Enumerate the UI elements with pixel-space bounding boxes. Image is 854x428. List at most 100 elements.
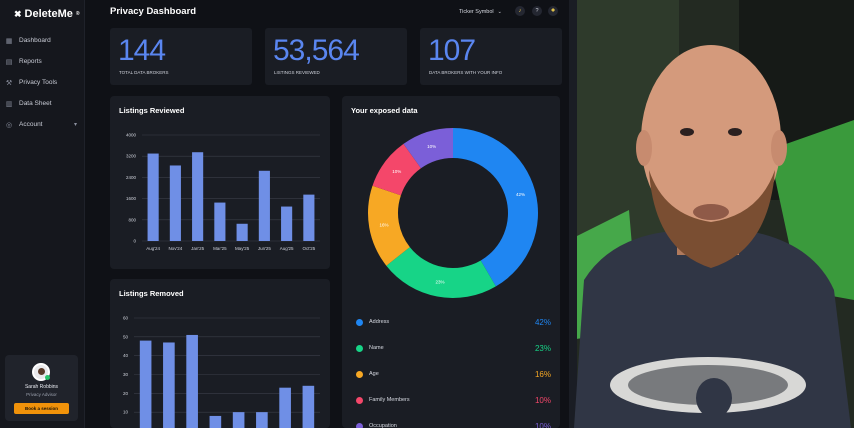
y-tick-label: 4000	[126, 133, 137, 138]
help-icon[interactable]: ?	[532, 6, 542, 16]
y-tick-label: 50	[123, 334, 129, 339]
bar	[147, 153, 159, 241]
listings-reviewed-panel: Listings Reviewed 0 800 1600 2400 3200 4000 Au…	[110, 96, 330, 269]
advisor-name: Sarah Robbins	[24, 384, 59, 390]
sidebar-item-label: Privacy Tools	[19, 79, 58, 86]
stat-value: 144	[118, 34, 166, 67]
legend-label: Age	[369, 371, 379, 377]
x-tick-label: May'25	[235, 246, 250, 251]
y-tick-label: 20	[123, 391, 129, 396]
legend-label: Family Members	[369, 397, 410, 403]
x-tick-label: Mar'25	[213, 246, 227, 251]
ticker-symbol-dropdown[interactable]: Ticker Symbol ⌄	[459, 9, 502, 15]
x-tick-label: Aug'25	[280, 246, 294, 251]
panel-title: Listings Removed	[119, 289, 184, 298]
y-tick-label: 0	[133, 239, 136, 244]
y-tick-label: 2400	[126, 175, 137, 180]
bar	[281, 206, 293, 241]
stat-value: 53,564	[273, 34, 360, 67]
bar	[303, 194, 315, 241]
sidebar-item-label: Account	[19, 121, 43, 128]
donut-slice	[368, 185, 410, 266]
stat-label: Total data brokers	[119, 70, 169, 75]
bar	[139, 340, 152, 428]
exposed-data-panel: Your exposed data 42% 23% 16% 10% 10% Addres…	[342, 96, 560, 428]
legend-percent: 16%	[534, 369, 551, 379]
listings-removed-chart: 0102030405060	[123, 316, 320, 428]
slice-label: 23%	[436, 279, 445, 284]
legend-swatch	[356, 396, 363, 404]
user-icon: ◎	[5, 121, 13, 129]
bell-icon[interactable]: ♪	[515, 6, 525, 16]
y-tick-label: 40	[123, 353, 129, 358]
webcam-overlay	[569, 0, 854, 428]
bar	[258, 170, 270, 241]
app-logo[interactable]: ✖ DeleteMe ®	[14, 8, 80, 20]
legend-percent: 23%	[534, 343, 551, 353]
y-tick-label: 60	[123, 316, 129, 321]
document-icon: ▤	[5, 58, 13, 66]
sidebar-item-label: Dashboard	[19, 37, 51, 44]
legend-swatch	[356, 318, 363, 326]
stat-card-total-brokers: 144 Total data brokers	[110, 28, 252, 85]
panel-title: Listings Reviewed	[119, 106, 185, 115]
donut-slice	[403, 128, 453, 169]
x-tick-label: Jun'25	[258, 246, 272, 251]
bar	[256, 412, 268, 428]
bar	[169, 165, 181, 241]
legend-label: Occupation	[369, 423, 397, 428]
bar	[236, 223, 248, 241]
chevron-down-icon: ▾	[73, 122, 77, 128]
slice-label: 42%	[516, 192, 525, 197]
legend-percent: 10%	[534, 395, 551, 405]
trademark-icon: ®	[75, 11, 80, 17]
sidebar-item-data-sheet[interactable]: ▥ Data Sheet	[0, 93, 85, 114]
presenter-video	[569, 0, 854, 428]
stat-label: Data brokers with your info	[429, 70, 503, 75]
y-tick-label: 3200	[126, 154, 137, 159]
y-tick-label: 10	[123, 410, 129, 415]
bar	[214, 202, 226, 241]
sheet-icon: ▥	[5, 100, 13, 108]
avatar-face	[38, 368, 45, 375]
bar	[209, 415, 222, 428]
bar	[163, 342, 175, 428]
sidebar-item-account[interactable]: ◎ Account ▾	[0, 114, 85, 135]
legend-item: Address 42%	[356, 317, 551, 327]
bar	[279, 387, 291, 428]
bar	[192, 152, 204, 241]
donut-slice	[386, 247, 496, 298]
slice-label: 10%	[392, 169, 401, 174]
x-tick-label: Oct'25	[302, 246, 315, 251]
bar	[302, 385, 315, 428]
logo-text: DeleteMe	[24, 8, 73, 20]
legend-item: Age 16%	[356, 369, 551, 379]
advisor-role: Privacy Advisor	[26, 392, 57, 397]
sun-icon[interactable]: ✹	[548, 6, 558, 16]
logo-mark-icon: ✖	[14, 8, 22, 19]
legend-swatch	[356, 370, 363, 378]
book-session-button[interactable]: Book a session	[14, 403, 69, 414]
listings-reviewed-chart: 0 800 1600 2400 3200 4000 Aug'24 Nov'24 Jan'25 Ma…	[126, 133, 320, 251]
page-title: Privacy Dashboard	[110, 6, 197, 17]
legend-swatch	[356, 422, 363, 428]
y-tick-label: 1600	[126, 196, 137, 201]
legend-item: Occupation 10%	[356, 421, 551, 428]
ticker-label: Ticker Symbol	[459, 9, 494, 15]
legend-percent: 10%	[534, 421, 551, 428]
donut-slice	[453, 128, 538, 287]
sidebar-item-reports[interactable]: ▤ Reports	[0, 51, 85, 72]
legend-item: Name 23%	[356, 343, 551, 353]
chevron-down-icon: ⌄	[497, 9, 502, 15]
sidebar: ✖ DeleteMe ® ▦ Dashboard ▤ Reports ⚒ Priv…	[0, 0, 85, 428]
slice-label: 10%	[427, 144, 436, 149]
sidebar-item-dashboard[interactable]: ▦ Dashboard	[0, 30, 85, 51]
avatar	[32, 363, 50, 381]
wrench-icon: ⚒	[5, 79, 13, 87]
grid-icon: ▦	[5, 37, 13, 45]
legend-label: Name	[369, 345, 384, 351]
exposed-data-donut: 42% 23% 16% 10% 10%	[368, 128, 538, 298]
sidebar-item-privacy-tools[interactable]: ⚒ Privacy Tools	[0, 72, 85, 93]
bar	[232, 412, 245, 428]
x-tick-label: Jan'25	[191, 246, 205, 251]
